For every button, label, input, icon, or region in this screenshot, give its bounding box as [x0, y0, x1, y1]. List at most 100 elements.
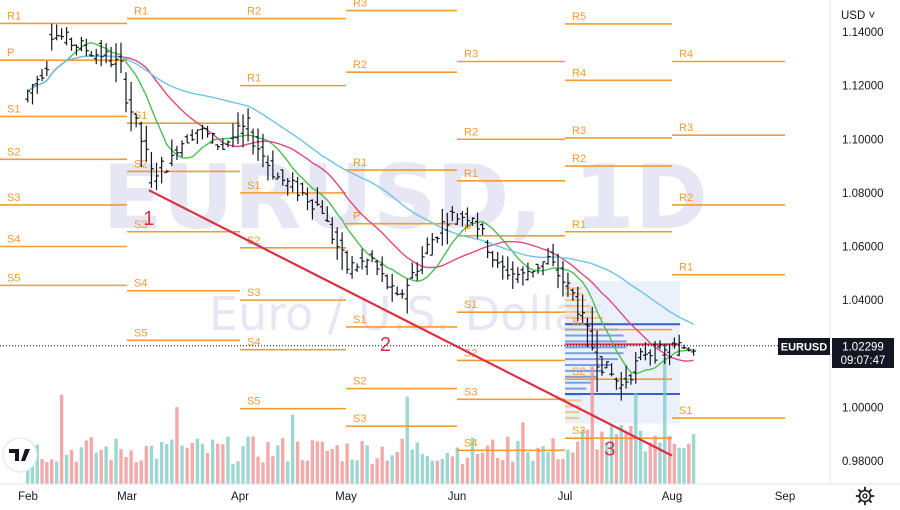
pivot-label: S1: [7, 103, 20, 115]
pivot-label: S4: [247, 337, 260, 349]
pivot-label: S1: [464, 299, 477, 311]
ohlc-bar: [359, 248, 365, 270]
ohlc-bar: [414, 262, 420, 281]
ohlc-bar: [324, 206, 330, 222]
volume-bar: [405, 396, 409, 484]
time-scale[interactable]: Feb Mar Apr May Jun Jul Aug Sep: [18, 491, 795, 503]
moving-averages: [27, 41, 694, 375]
ohlc-bar: [285, 178, 291, 196]
volume-profile-row: [565, 340, 627, 343]
ohlc-bar: [69, 37, 74, 51]
ohlc-bar: [369, 250, 375, 263]
volume-bar: [345, 443, 349, 484]
ohlc-bar: [98, 40, 104, 67]
volume-bar: [682, 448, 686, 484]
volume-bar: [475, 454, 480, 484]
price-tick-label: 1.12000: [842, 81, 884, 93]
volume-bar: [241, 446, 245, 484]
volume-bar: [536, 447, 540, 484]
ohlc-bar: [535, 263, 541, 274]
ohlc-bar: [339, 232, 345, 270]
trendline-group[interactable]: 1 2 3: [143, 189, 673, 461]
pivot-label: P: [353, 211, 360, 223]
logo-badge: [2, 437, 38, 473]
volume-bar: [251, 436, 255, 484]
pivot-label: R4: [679, 48, 693, 60]
ohlc-bar: [460, 211, 465, 227]
ohlc-bar: [189, 129, 195, 142]
ohlc-bar: [34, 75, 40, 94]
gear-ring: [858, 489, 872, 503]
volume-bar: [541, 446, 545, 484]
ohlc-bar: [200, 124, 205, 140]
ohlc-bar: [434, 236, 440, 243]
ohlc-bar: [93, 48, 99, 65]
currency-label: USD ˅: [841, 10, 875, 22]
volume-bar: [195, 438, 200, 484]
ohlc-bar: [439, 208, 445, 246]
price-tick-label: 1.00000: [842, 402, 884, 414]
time-tick-label: Apr: [231, 491, 249, 503]
time-tick-label: Aug: [662, 491, 682, 503]
ohlc-bar: [44, 61, 50, 77]
price-scale[interactable]: 1.14000 1.12000 1.10000 1.08000 1.06000 1.040…: [842, 27, 884, 468]
ohlc-bar: [225, 140, 231, 148]
ohlc-bar: [240, 114, 246, 148]
ohlc-bar: [618, 372, 624, 401]
volume-bar: [159, 441, 164, 484]
volume-bar: [330, 449, 334, 484]
ohlc-bar: [305, 187, 310, 211]
pivot-label: S1: [134, 110, 147, 122]
volume-bar: [300, 460, 305, 484]
volume-bar: [340, 461, 344, 484]
volume-bar: [185, 447, 189, 484]
ohlc-bar: [250, 128, 256, 155]
pivot-label: S2: [247, 235, 260, 247]
volume-bar: [170, 439, 174, 484]
volume-bar: [355, 460, 359, 484]
pivot-label: S1: [572, 317, 585, 329]
ohlc-bar: [30, 83, 35, 105]
ohlc-bar: [133, 113, 139, 128]
gear-icon[interactable]: [855, 486, 875, 506]
volume-profile-row: [565, 381, 591, 384]
ohlc-bar: [633, 351, 639, 384]
ohlc-bar: [205, 125, 210, 138]
volume-profile-row: [565, 293, 584, 296]
pivot-label: P: [464, 223, 471, 235]
ohlc-bar: [260, 133, 266, 168]
time-tick-label: Jul: [558, 491, 573, 503]
volume-bar: [180, 445, 184, 484]
volume-bar: [455, 447, 460, 484]
volume-bar: [648, 442, 652, 484]
currency-selector[interactable]: USD ˅: [841, 10, 875, 22]
volume-bar: [415, 442, 419, 484]
volume-bar: [425, 455, 429, 484]
volume-bar: [266, 441, 270, 484]
volume-bar: [521, 422, 525, 484]
wave-label: 1: [143, 208, 154, 230]
volume-bar: [585, 429, 590, 484]
ohlc-bar: [623, 365, 629, 389]
ohlc-bar: [103, 43, 109, 64]
ohlc-bar: [169, 139, 175, 167]
pivot-label: R2: [572, 153, 586, 165]
volume-bar: [84, 440, 89, 484]
time-tick-label: Jun: [448, 491, 467, 503]
ohlc-bar: [290, 172, 296, 193]
ohlc-bar: [113, 43, 119, 83]
volume-bar: [516, 440, 520, 484]
volume-bar: [365, 445, 369, 484]
ohlc-bar: [555, 253, 561, 289]
ohlc-bar: [349, 255, 355, 279]
pivot-label: R2: [353, 59, 367, 71]
ohlc-bar: [384, 274, 390, 290]
ohlc-bar: [419, 246, 425, 274]
volume-bar: [614, 434, 619, 484]
tradingview-logo[interactable]: [2, 437, 38, 473]
pivot-label: S1: [353, 314, 366, 326]
volume-bar: [380, 446, 384, 484]
price-tick-label: 1.08000: [842, 188, 884, 200]
